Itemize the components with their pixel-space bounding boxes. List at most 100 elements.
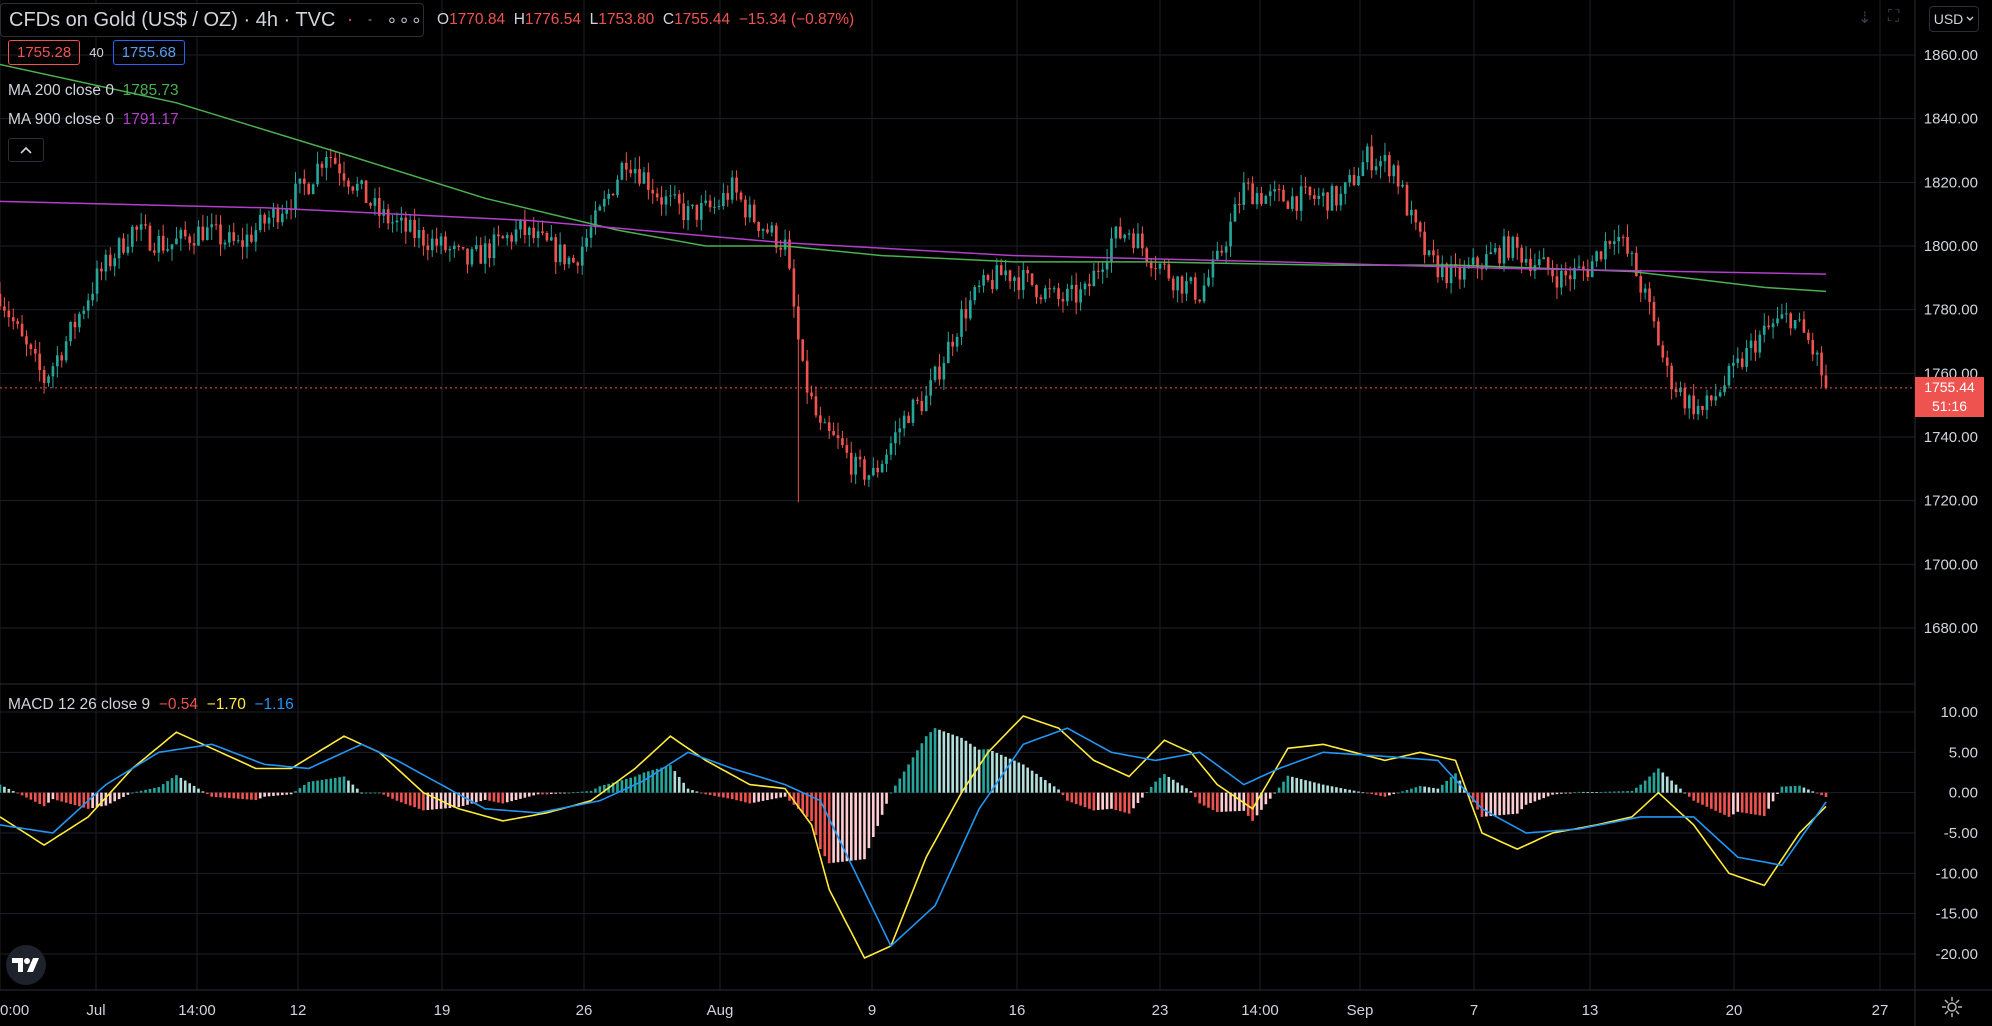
candle-body (1498, 248, 1501, 264)
candle-body (920, 400, 924, 412)
histogram-bar (373, 792, 377, 794)
histogram-bar (880, 792, 884, 815)
fullscreen-icon[interactable]: ⛶ (1888, 8, 1900, 25)
histogram-bar (1710, 792, 1713, 809)
download-icon[interactable]: ⇣ (1858, 10, 1872, 27)
histogram-bar (611, 782, 615, 793)
histogram-bar (1776, 792, 1779, 794)
currency-select[interactable]: USD (1929, 6, 1979, 32)
candle-body (1083, 283, 1087, 290)
candle-body (1286, 201, 1290, 209)
ma-900-legend[interactable]: MA 900 close 0 1791.17 (8, 111, 179, 128)
histogram-bar (1079, 792, 1082, 806)
candle-body (1273, 189, 1276, 192)
histogram-bar (47, 792, 50, 803)
candle-body (1352, 175, 1356, 186)
histogram-bar (166, 781, 169, 793)
histogram-bar (1745, 792, 1748, 814)
histogram-bar (355, 788, 359, 793)
histogram-bar (69, 792, 72, 804)
histogram-bar (801, 792, 805, 813)
candle-body (982, 275, 985, 286)
candle-body (1560, 270, 1563, 288)
candle-body (1745, 348, 1748, 367)
histogram-bar (413, 792, 416, 808)
candle-body (629, 169, 633, 174)
histogram-bar (1216, 792, 1219, 813)
more-icon[interactable]: ∘∘∘ (386, 9, 423, 30)
histogram-bar (417, 792, 421, 809)
candle-body (347, 180, 350, 187)
candle-body (510, 235, 513, 242)
time-axis-ticks[interactable]: 0:00 Jul 14:00 12 19 26 Aug 9 16 23 14:00 Sep 7 13 20 2… (0, 1002, 1888, 1019)
histogram-bar (1679, 788, 1682, 793)
histogram-bar (695, 791, 699, 793)
histogram-bar (576, 791, 580, 793)
candle-body (205, 227, 209, 241)
histogram-bar (117, 792, 121, 800)
eye-icon[interactable] (368, 13, 373, 27)
histogram-bar (902, 771, 906, 793)
candle-body (1595, 251, 1598, 262)
candle-body (1648, 288, 1651, 302)
histogram-bar (638, 774, 641, 793)
candle-body (69, 321, 72, 342)
histogram-bar (201, 791, 205, 793)
ma-200-legend[interactable]: MA 200 close 0 1785.73 (8, 82, 179, 99)
histogram-bar (1824, 792, 1828, 798)
histogram-bar (42, 792, 46, 807)
histogram-bar (1604, 791, 1607, 793)
time-tick-label: 14:00 (178, 1002, 216, 1019)
candle-body (519, 219, 522, 230)
candle-body (179, 229, 183, 239)
candle-body (876, 468, 880, 473)
candle-body (166, 249, 169, 251)
histogram-bar (1427, 787, 1431, 793)
bid-price[interactable]: 1755.28 (8, 40, 81, 65)
symbol-title[interactable]: CFDs on Gold (US$ / OZ) · 4h · TVC ∘∘∘ (0, 3, 424, 37)
candle-body (660, 197, 663, 205)
candle-body (373, 198, 377, 206)
macd-legend[interactable]: MACD 12 26 close 9 −0.54 −1.70 −1.16 (8, 696, 294, 713)
histogram-bar (1374, 792, 1378, 795)
histogram-bar (532, 792, 536, 796)
histogram-bar (1193, 792, 1197, 798)
candle-body (1617, 236, 1621, 242)
histogram-bar (752, 792, 756, 803)
macd-axis-ticks[interactable]: 10.00 5.00 0.00 -5.00 -10.00 -15.00 -20.00 (1935, 704, 1978, 963)
candle-body (523, 219, 527, 236)
histogram-bar (973, 746, 977, 793)
histogram-bar (655, 768, 659, 793)
flag-icon[interactable] (349, 13, 352, 27)
candle-body (1268, 191, 1272, 196)
candle-body (258, 214, 262, 231)
candle-body (126, 246, 130, 253)
histogram-bar (404, 792, 408, 804)
candle-body (351, 186, 355, 191)
settings-gear-icon[interactable] (1941, 996, 1963, 1018)
candle-body (457, 245, 461, 248)
candle-body (558, 244, 562, 263)
histogram-bar (722, 792, 725, 798)
tradingview-logo[interactable] (6, 945, 46, 985)
candle-body (1432, 250, 1435, 256)
histogram-bar (1612, 791, 1616, 793)
candle-body (232, 232, 236, 241)
histogram-bar (1392, 792, 1396, 795)
time-tick-label: 20 (1726, 1002, 1743, 1019)
ask-price[interactable]: 1755.68 (112, 40, 185, 65)
histogram-bar (946, 732, 950, 793)
histogram-bar (647, 771, 650, 793)
candle-body (801, 339, 805, 361)
candle-body (1030, 273, 1034, 286)
price-axis-ticks[interactable]: 1860.001840.001820.001800.001780.001760.… (1924, 47, 1978, 637)
histogram-bar (924, 736, 928, 793)
candle-body (236, 240, 240, 242)
candle-body (342, 173, 346, 181)
candle-body (1670, 365, 1673, 390)
histogram-bar (122, 792, 125, 797)
histogram-bar (444, 792, 447, 809)
collapse-legend-button[interactable] (8, 138, 44, 162)
candle-body (902, 415, 906, 429)
